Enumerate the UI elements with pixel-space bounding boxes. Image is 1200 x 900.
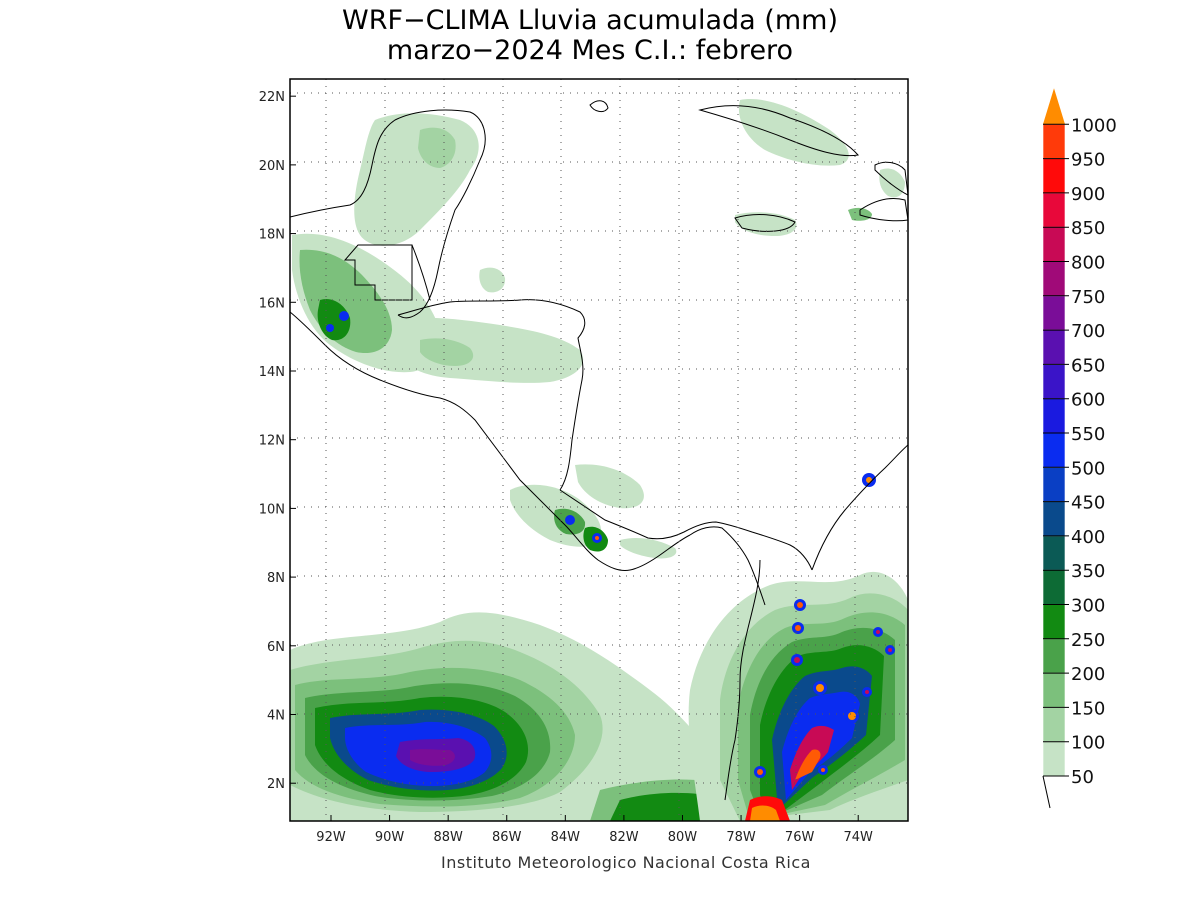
lon-tick-label: 78W	[726, 830, 756, 845]
colorbar-swatch	[1042, 158, 1066, 194]
colorbar-swatch	[1042, 604, 1066, 640]
colorbar-swatch	[1042, 707, 1066, 743]
colorbar-label: 800	[1071, 253, 1105, 274]
lon-tick-label: 90W	[375, 830, 405, 845]
lon-tick-label: 76W	[785, 830, 815, 845]
colorbar-swatch	[1042, 226, 1066, 262]
colorbar-label: 1000	[1071, 115, 1117, 136]
colorbar-swatch	[1042, 295, 1066, 331]
map-grid	[290, 79, 908, 821]
lat-tick-label: 22N	[259, 90, 285, 105]
colorbar-swatch	[1042, 124, 1066, 159]
colorbar-swatch	[1042, 329, 1066, 365]
colorbar-label: 150	[1071, 698, 1105, 719]
lat-tick-label: 8N	[267, 571, 285, 586]
colorbar-swatch	[1042, 535, 1066, 571]
colorbar-label: 750	[1071, 287, 1105, 308]
axis-ticks: 92W 90W 88W 86W 84W 82W 80W 78W 76W 74W 2N 4N 6N 8N 10…	[259, 90, 873, 845]
colorbar-label: 550	[1071, 424, 1105, 445]
colorbar: 50 100 150 200 250 300 350 400 450 500 550 600 650 70…	[1042, 88, 1117, 809]
colorbar-swatch	[1042, 398, 1066, 434]
lat-tick-label: 12N	[259, 434, 285, 449]
lon-tick-label: 82W	[609, 830, 639, 845]
colorbar-swatch	[1042, 261, 1066, 297]
map-title-line-1: WRF−CLIMA Lluvia acumulada (mm)	[342, 5, 838, 36]
colorbar-label: 950	[1071, 150, 1105, 171]
lat-tick-label: 10N	[259, 502, 285, 517]
lon-tick-label: 84W	[551, 830, 581, 845]
credit-line: Instituto Meteorologico Nacional Costa R…	[441, 853, 811, 872]
lat-tick-label: 18N	[259, 228, 285, 243]
colorbar-swatch	[1042, 432, 1066, 468]
colorbar-label: 600	[1071, 390, 1105, 411]
rain-field-colombia	[688, 571, 908, 821]
colorbar-swatch	[1042, 192, 1066, 228]
colorbar-swatch	[1042, 501, 1066, 537]
colorbar-swatch	[1042, 638, 1066, 674]
coastlines	[290, 100, 908, 801]
colorbar-swatch	[1042, 364, 1066, 399]
map-title-line-2: marzo−2024 Mes C.I.: febrero	[386, 35, 794, 66]
lat-tick-label: 16N	[259, 296, 285, 311]
colorbar-label: 400	[1071, 527, 1105, 548]
map-frame	[289, 78, 909, 822]
colorbar-label: 300	[1071, 596, 1105, 617]
colorbar-label: 850	[1071, 218, 1105, 239]
lon-tick-label: 80W	[668, 830, 698, 845]
colorbar-label: 700	[1071, 321, 1105, 342]
lon-tick-label: 74W	[844, 830, 874, 845]
colorbar-label: 650	[1071, 355, 1105, 376]
colorbar-label: 100	[1071, 733, 1105, 754]
lon-tick-label: 86W	[492, 830, 522, 845]
colorbar-label: 900	[1071, 184, 1105, 205]
lon-tick-label: 88W	[433, 830, 463, 845]
colorbar-label: 450	[1071, 493, 1105, 514]
lat-tick-label: 2N	[267, 777, 285, 792]
colorbar-swatch	[1042, 466, 1066, 502]
colorbar-label: 350	[1071, 561, 1105, 582]
lat-tick-label: 6N	[267, 640, 285, 655]
colorbar-swatch	[1042, 741, 1066, 777]
lat-tick-label: 20N	[259, 159, 285, 174]
lat-tick-label: 4N	[267, 709, 285, 724]
colorbar-swatch	[1042, 569, 1066, 605]
colorbar-label: 250	[1071, 630, 1105, 651]
lon-tick-label: 92W	[316, 830, 346, 845]
colorbar-lower-arrow	[1042, 775, 1051, 809]
colorbar-label: 500	[1071, 458, 1105, 479]
colorbar-label: 200	[1071, 664, 1105, 685]
map-plot-area	[290, 79, 908, 821]
rain-field-pacific	[290, 612, 760, 821]
colorbar-swatch	[1042, 672, 1066, 708]
lat-tick-label: 14N	[259, 365, 285, 380]
colorbar-upper-arrow	[1043, 88, 1065, 125]
colorbar-label: 50	[1071, 767, 1094, 788]
